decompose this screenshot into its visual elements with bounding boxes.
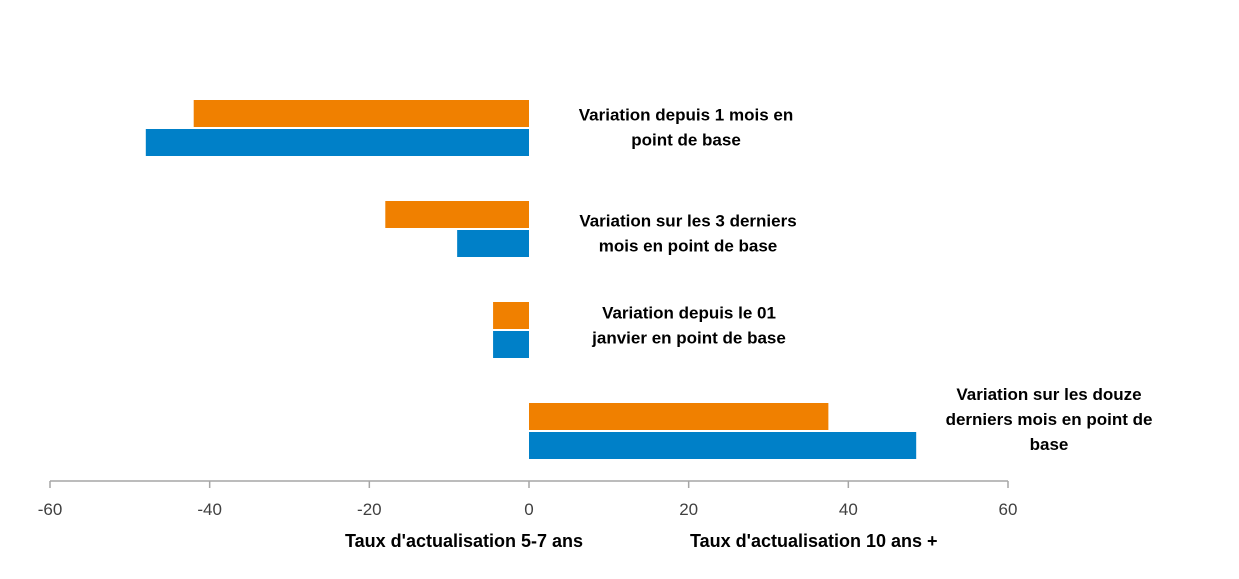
x-tick-label: -20 — [357, 500, 382, 519]
bar-series-1-category-1 — [193, 100, 529, 127]
bar-series-1-category-3 — [493, 302, 529, 329]
bar-series-2-category-2 — [457, 230, 529, 257]
bar-series-2-category-1 — [145, 129, 530, 156]
legend-label-series-1: Taux d'actualisation 5-7 ans — [345, 530, 584, 551]
legend-item-series-1: Taux d'actualisation 5-7 ans — [345, 528, 583, 554]
legend-item-series-2: Taux d'actualisation 10 ans + — [690, 528, 938, 554]
bar-series-1-category-4 — [529, 403, 829, 430]
category-label-line: point de base — [631, 131, 741, 150]
legend-label-series-2: Taux d'actualisation 10 ans + — [690, 530, 938, 551]
x-tick-label: 40 — [839, 500, 858, 519]
category-label-line: base — [1030, 435, 1069, 454]
x-tick-label: -60 — [38, 500, 63, 519]
category-label-line: Variation sur les douze — [956, 385, 1141, 404]
bar-series-2-category-3 — [493, 331, 529, 358]
x-tick-label: 0 — [524, 500, 533, 519]
bar-series-1-category-2 — [385, 201, 529, 228]
category-labels: Variation depuis 1 mois en point de baseV… — [579, 106, 1153, 455]
category-label-line: Variation depuis 1 mois en — [579, 106, 793, 125]
bars-group — [145, 100, 917, 459]
bar-series-2-category-4 — [529, 432, 917, 459]
category-label-2: Variation sur les 3 derniers mois en poin… — [579, 212, 796, 256]
category-label-line: derniers mois en point de — [946, 410, 1153, 429]
category-label-3: Variation depuis le 01 janvier en point d… — [591, 304, 786, 348]
category-label-line: mois en point de base — [599, 237, 778, 256]
category-label-line: Variation sur les 3 derniers — [579, 212, 796, 231]
x-axis-ticks: -60 -40 -20 0 20 40 60 — [38, 481, 1018, 519]
category-label-line: Variation depuis le 01 — [602, 304, 776, 323]
x-tick-label: 60 — [999, 500, 1018, 519]
category-label-line: janvier en point de base — [591, 329, 786, 348]
x-tick-label: -40 — [197, 500, 222, 519]
x-tick-label: 20 — [679, 500, 698, 519]
category-label-4: Variation sur les douze derniers mois en … — [946, 385, 1153, 454]
category-label-1: Variation depuis 1 mois en point de base — [579, 106, 793, 150]
